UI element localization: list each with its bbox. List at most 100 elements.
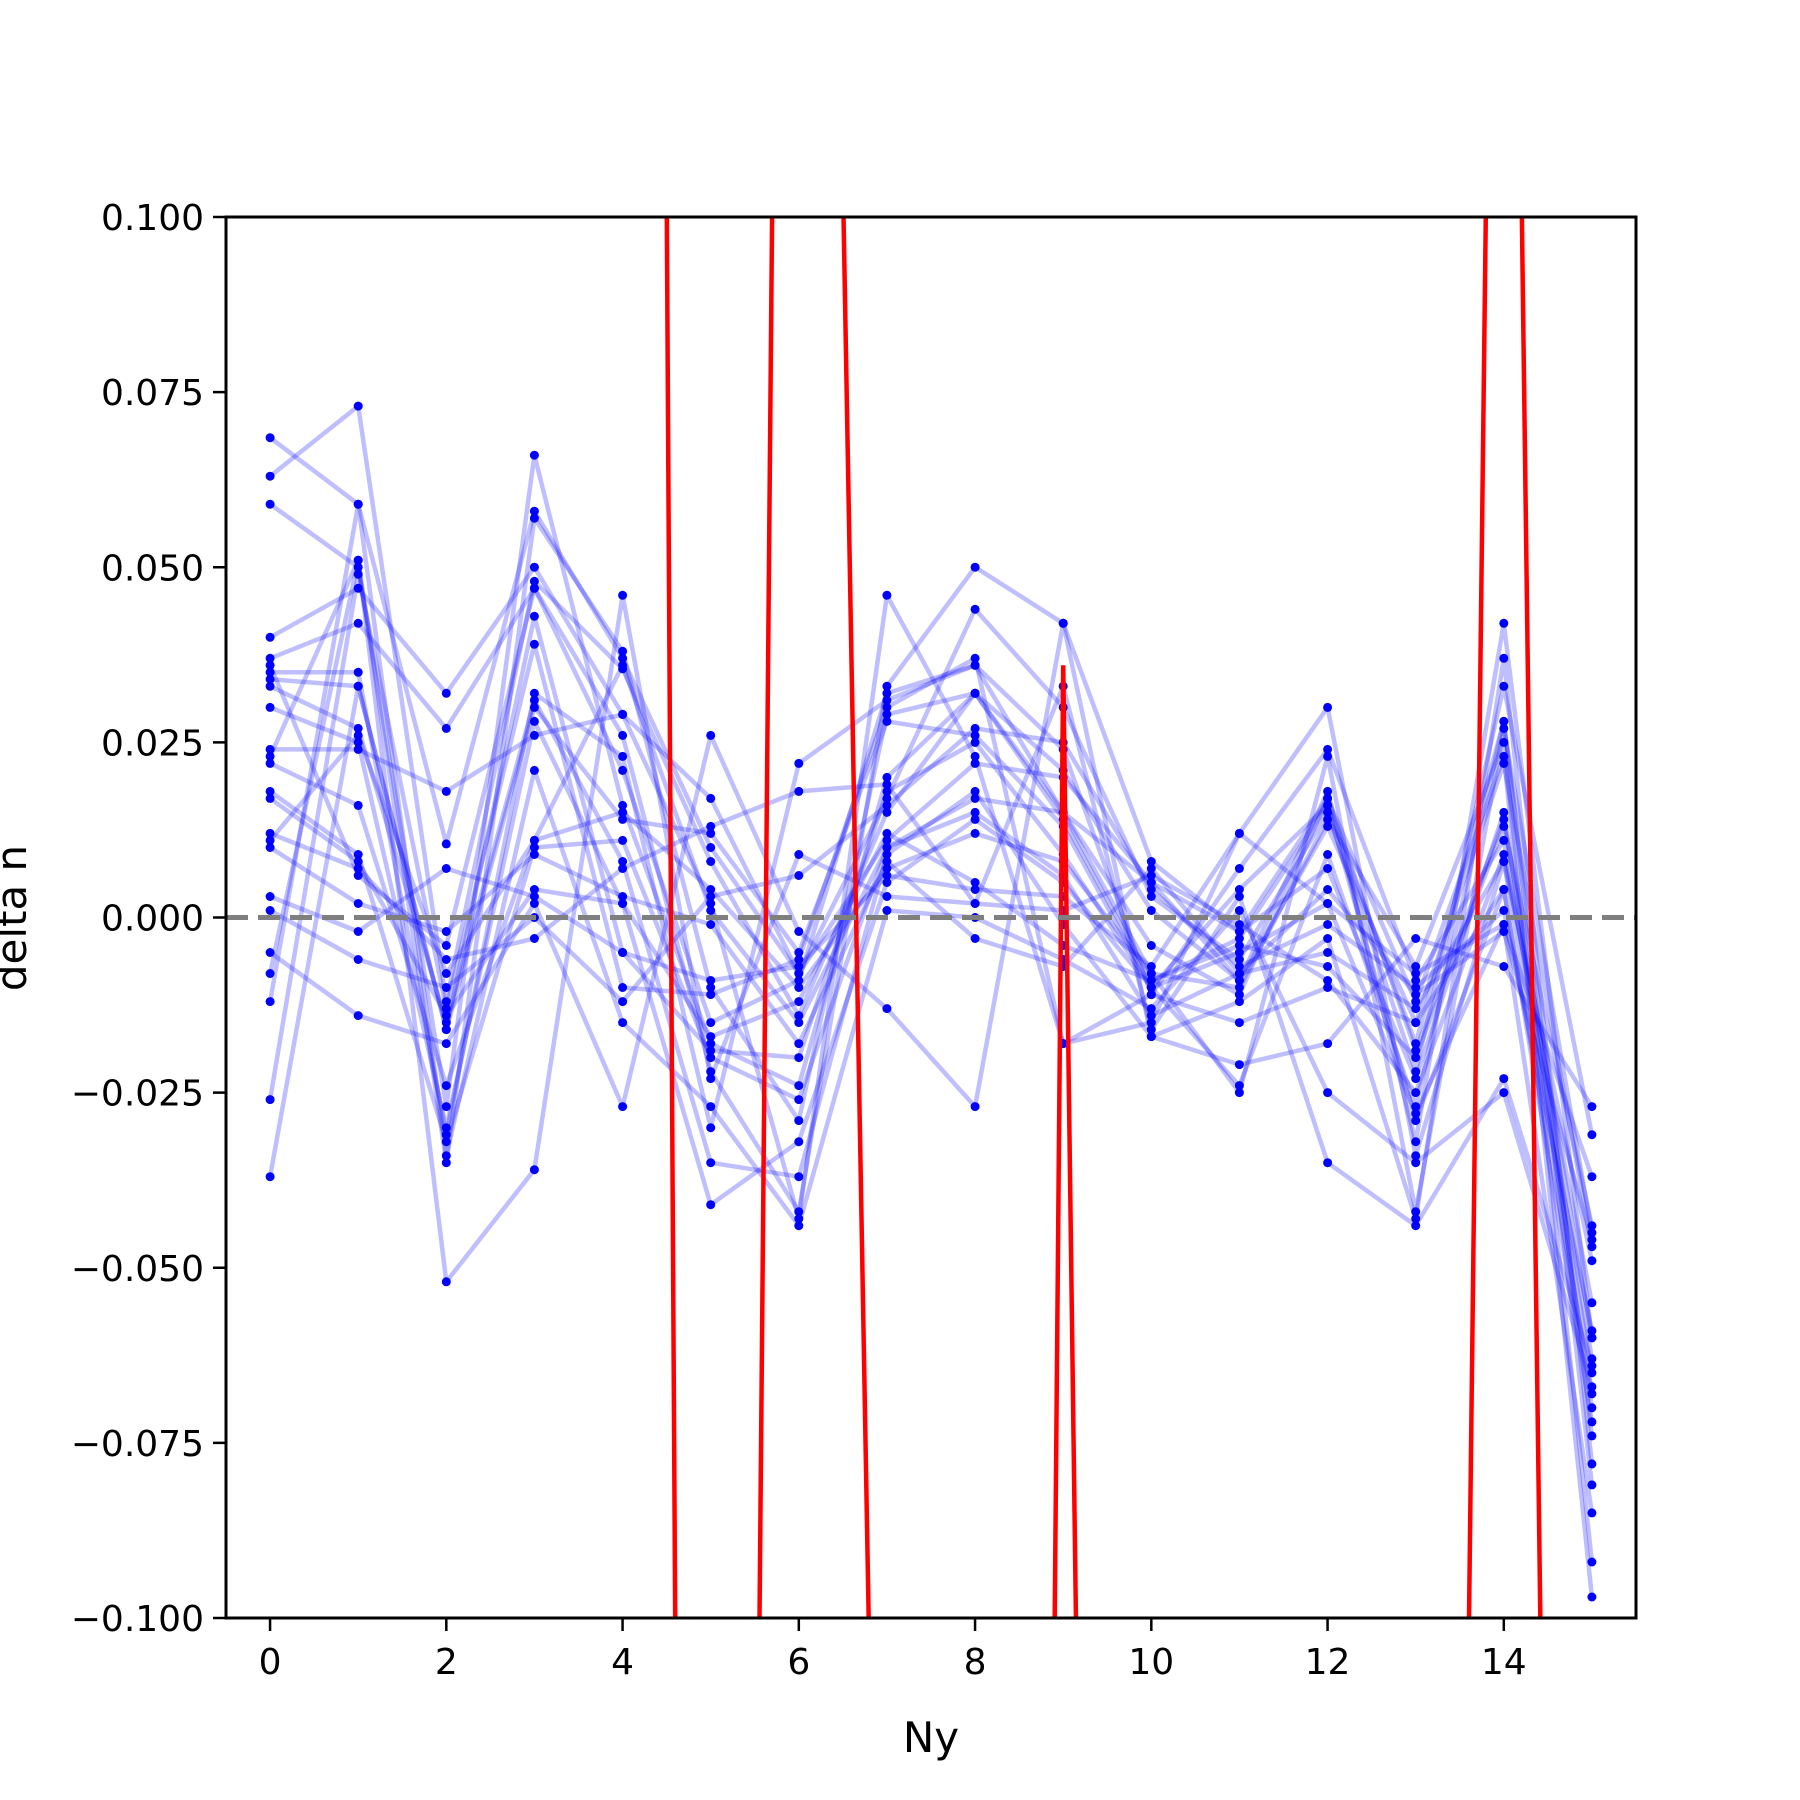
data-point-18-15 [1587,1361,1597,1371]
data-point-9-6 [794,969,804,978]
data-point-13-3 [529,934,539,943]
data-point-13-5 [706,821,716,831]
data-point-7-14 [1499,653,1509,663]
data-point-9-13 [1411,997,1421,1007]
data-point-1-12 [1323,786,1333,796]
data-point-20-11 [1234,1018,1244,1028]
data-point-12-13 [1411,1053,1421,1063]
data-point-10-4 [618,807,628,817]
data-point-19-3 [529,765,539,775]
data-point-4-1 [353,618,363,628]
data-point-12-14 [1499,821,1509,831]
data-point-22-15 [1587,1235,1597,1245]
data-point-19-2 [441,1151,451,1161]
data-point-7-0 [265,681,275,691]
data-point-11-3 [529,843,539,852]
y-tick-label: −0.025 [71,1074,204,1115]
x-tick-label: 14 [1481,1642,1527,1683]
data-point-15-14 [1499,920,1509,929]
data-point-9-7 [882,835,892,845]
series-line-16 [269,726,1595,1332]
data-point-4-6 [794,1207,804,1217]
data-point-11-4 [618,835,628,845]
data-point-15-1 [353,927,363,936]
data-point-14-7 [882,857,892,866]
data-point-4-14 [1499,807,1509,817]
data-point-24-12 [1323,800,1333,810]
data-point-22-3 [529,835,539,845]
data-point-22-14 [1499,927,1509,936]
data-point-16-0 [265,906,275,915]
data-point-0-2 [441,839,451,849]
data-point-8-0 [265,702,275,712]
data-point-3-2 [441,688,451,698]
data-point-16-15 [1587,1326,1597,1336]
data-point-5-4 [618,751,628,761]
data-point-23-12 [1323,793,1333,803]
plot-area [226,217,1636,1618]
data-point-3-13 [1411,1151,1421,1161]
data-point-5-14 [1499,835,1509,845]
data-point-8-6 [794,1137,804,1147]
data-point-2-7 [882,772,892,782]
x-tick-label: 6 [787,1642,810,1683]
data-point-11-1 [353,850,363,859]
data-point-7-11 [1234,997,1244,1007]
series-line-20 [267,572,1595,1423]
data-point-8-3 [529,716,539,726]
data-point-12-1 [353,857,363,866]
data-point-11-15 [1587,1242,1597,1252]
data-point-8-1 [353,737,363,747]
data-point-19-15 [1587,1382,1597,1392]
data-point-19-10 [1146,1004,1156,1014]
data-point-1-2 [441,997,451,1007]
data-point-0-5 [706,843,716,852]
data-point-2-13 [1411,1207,1421,1217]
data-point-6-4 [618,814,628,824]
data-point-12-7 [882,828,892,838]
series-line-1 [268,403,1595,1339]
data-point-23-15 [1587,1333,1597,1343]
data-point-24-8 [970,688,980,698]
series-line-24 [268,515,1595,1395]
data-point-15-12 [1323,899,1333,908]
data-point-10-15 [1587,1557,1597,1567]
data-point-15-15 [1587,1172,1597,1182]
data-point-24-15 [1587,1389,1597,1399]
data-point-13-13 [1411,1088,1421,1098]
data-point-9-1 [353,744,363,754]
data-point-23-4 [618,765,628,775]
x-tick-label: 0 [259,1642,282,1683]
data-point-15-0 [265,892,275,901]
data-point-24-14 [1499,885,1509,894]
series-line-22 [268,663,1595,1241]
data-point-10-0 [265,758,275,768]
data-point-21-8 [970,737,980,747]
data-point-9-4 [618,709,628,719]
data-point-7-13 [1411,1214,1421,1224]
data-point-4-5 [706,1067,716,1077]
data-point-17-13 [1411,934,1421,943]
data-point-0-8 [970,604,980,614]
y-tick-label: −0.075 [71,1424,204,1465]
data-point-8-11 [1234,948,1244,957]
data-point-9-0 [265,744,275,754]
data-point-22-8 [970,807,980,817]
data-point-18-4 [618,590,628,600]
data-point-23-6 [794,976,804,985]
data-point-13-10 [1146,871,1156,880]
data-point-17-9 [1058,618,1068,628]
data-point-2-11 [1234,1088,1244,1098]
y-tick-label: 0.050 [101,548,204,589]
data-point-22-2 [441,969,451,978]
data-point-6-8 [970,730,980,740]
data-point-11-10 [1146,878,1156,887]
series-line-11 [268,761,1595,1248]
y-tick-label: 0.025 [101,723,204,764]
series-line-3 [269,564,1595,1374]
data-point-21-1 [353,681,363,691]
data-point-18-8 [970,899,980,908]
data-point-16-7 [882,800,892,810]
